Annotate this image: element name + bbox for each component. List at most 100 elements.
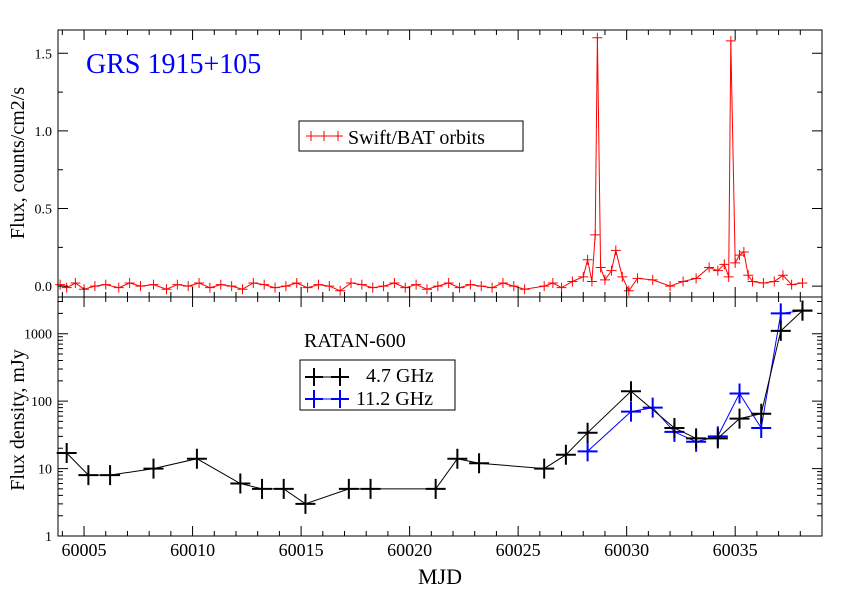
bat-data-point	[777, 270, 788, 281]
bat-data-point	[730, 257, 741, 268]
bottom-y-axis-label: Flux density, mJy	[7, 349, 29, 491]
bat-data-point	[797, 278, 808, 289]
ghz-4-7-data-point	[469, 453, 490, 474]
bat-data-point	[497, 278, 508, 289]
ghz-4-7-data-point	[230, 473, 251, 494]
bat-data-point	[487, 282, 498, 293]
ghz-4-7-data-point	[186, 448, 207, 469]
bat-data-point	[124, 278, 135, 289]
bat-data-point	[606, 265, 617, 276]
bat-data-point	[194, 278, 205, 289]
bat-data-point	[578, 271, 589, 282]
bat-data-point	[135, 281, 146, 292]
ghz-11-2-data-point	[642, 397, 663, 418]
swift-bat-panel: 0.0 0.5 1.0 1.5 GRS 1915+105 Flux, counts/c…	[7, 29, 823, 298]
x-tick-label: 60015	[279, 540, 324, 560]
ghz-4-7-data-point	[621, 381, 641, 402]
bat-data-point	[204, 282, 215, 293]
ghz-4-7-data-point	[555, 444, 576, 465]
bat-data-point	[161, 284, 172, 295]
bat-data-point	[465, 279, 476, 290]
top-legend: Swift/BAT orbits	[298, 120, 524, 152]
bat-legend-marker	[306, 131, 343, 141]
ghz-4-7-data-point	[751, 403, 772, 424]
bat-data-point	[586, 276, 597, 287]
bat-data-point	[725, 35, 736, 46]
bat-data-point	[356, 279, 367, 290]
bat-data-point	[346, 278, 357, 289]
ghz-4-7-data-point	[729, 408, 750, 429]
bat-data-point	[719, 259, 730, 270]
ghz-4-7-data-point	[252, 478, 273, 499]
ghz-4-7-data-point	[360, 478, 381, 499]
bat-data-point	[270, 282, 281, 293]
bat-data-point	[769, 276, 780, 287]
bat-data-point	[617, 271, 628, 282]
bat-data-point	[100, 279, 111, 290]
bat-data-point	[259, 279, 270, 290]
y-tick-label: 10	[38, 463, 52, 478]
ghz-4-7-data-point	[338, 478, 359, 499]
bat-data-point	[389, 278, 400, 289]
bat-data-point	[476, 281, 487, 292]
ghz-4-7-data-point	[707, 428, 728, 449]
bat-data-point	[302, 282, 313, 293]
ghz-4-7-data-point	[792, 300, 813, 321]
ghz-4-7-data-point	[143, 458, 164, 479]
ghz-11-2-legend-mark	[305, 390, 323, 408]
bottom-plot-frame	[57, 296, 823, 537]
chart-title: GRS 1915+105	[86, 49, 261, 80]
bat-data-point	[582, 254, 593, 265]
bat-data-point	[367, 282, 378, 293]
x-tick-label: 60005	[62, 540, 107, 560]
bat-data-point	[454, 282, 465, 293]
bat-data-point	[610, 245, 621, 256]
ghz-11-2-data-point	[621, 401, 641, 422]
x-axis-label: MJD	[418, 564, 462, 589]
bat-data-point	[590, 229, 601, 240]
ghz-4-7-data-point	[577, 422, 598, 443]
bat-data-point	[172, 279, 183, 290]
y-tick-label: 0.0	[35, 280, 53, 295]
bat-data-point	[215, 279, 226, 290]
ratan-title: RATAN-600	[304, 330, 406, 352]
bat-data-point	[324, 281, 335, 292]
y-tick-label: 1	[45, 530, 52, 545]
ghz-4-7-data-point	[534, 458, 555, 479]
bat-data-point	[723, 271, 734, 282]
top-y-axis-label: Flux, counts/cm2/s	[7, 87, 29, 239]
x-tick-label: 60010	[170, 540, 215, 560]
bat-data-point	[432, 281, 443, 292]
ghz-11-2-data-point	[729, 383, 750, 404]
bat-data-point	[313, 279, 324, 290]
bottom-legend: 4.7 GHz 11.2 GHz	[299, 359, 456, 411]
ghz-4-7-data-point	[56, 443, 77, 464]
ratan-panel: 1 10 100 1000 60005 60010 60015 60020 60025 6003…	[7, 296, 823, 589]
y-tick-label: 0.5	[35, 203, 53, 218]
bat-data-point	[291, 278, 302, 289]
ghz-4-7-data-point	[447, 448, 468, 469]
bat-data-point	[595, 262, 606, 273]
bat-data-point	[592, 32, 603, 43]
bat-data-point	[148, 279, 159, 290]
top-y-ticks: 0.0 0.5 1.0 1.5	[35, 47, 822, 295]
ghz-4-7-data-point	[770, 320, 791, 341]
bat-data-point	[758, 278, 769, 289]
ghz-4-7-legend-mark	[305, 368, 323, 386]
ghz-11-2-legend-mark	[331, 390, 349, 408]
bat-data-point	[55, 279, 66, 290]
x-tick-label: 60030	[604, 540, 649, 560]
y-tick-label: 100	[31, 395, 52, 410]
bat-data-point	[743, 270, 754, 281]
bat-data-point	[678, 276, 689, 287]
bat-data-point	[508, 281, 519, 292]
legend-label-11-2-ghz: 11.2 GHz	[356, 388, 433, 410]
bat-data-point	[704, 262, 715, 273]
bat-data-point	[183, 281, 194, 292]
ghz-11-2-data-point	[577, 441, 598, 462]
bat-data-point	[89, 281, 100, 292]
bat-data-point	[113, 282, 124, 293]
bat-data-point	[280, 281, 291, 292]
x-tick-label: 60020	[387, 540, 432, 560]
